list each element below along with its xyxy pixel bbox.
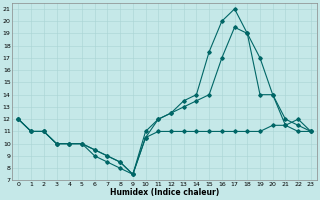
- X-axis label: Humidex (Indice chaleur): Humidex (Indice chaleur): [110, 188, 219, 197]
